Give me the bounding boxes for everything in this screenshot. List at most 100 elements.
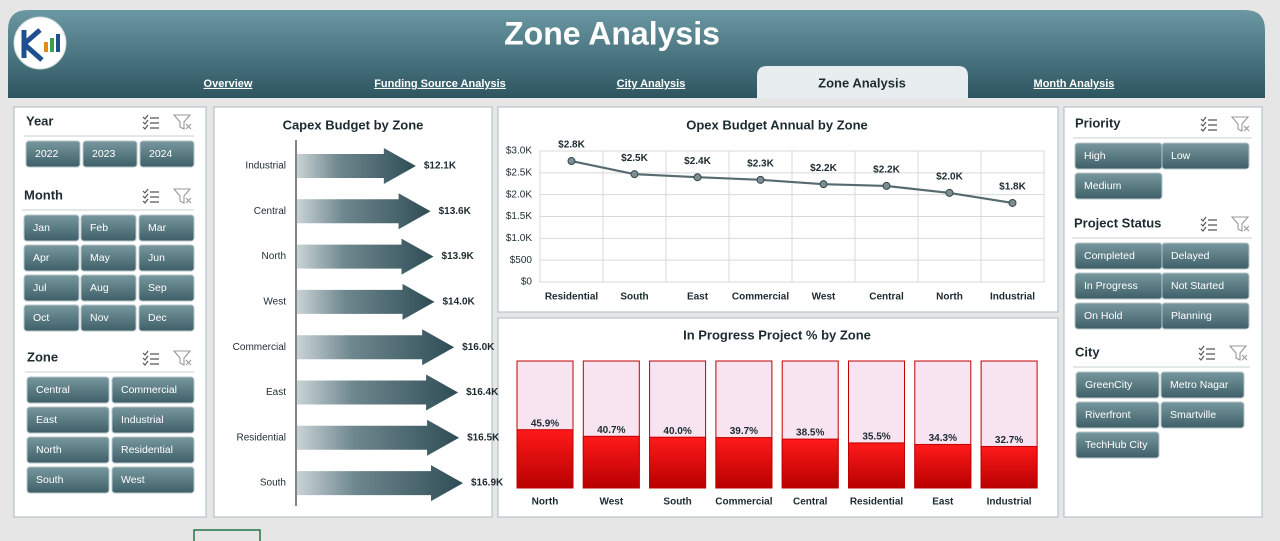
tab-label[interactable]: City Analysis	[617, 78, 686, 90]
slicer-button[interactable]	[1075, 401, 1160, 429]
tab-label[interactable]: Zone Analysis	[818, 75, 906, 90]
slicer-button[interactable]	[111, 406, 195, 434]
slicer-button-label[interactable]: Commercial	[121, 384, 177, 396]
slicer-button[interactable]	[26, 466, 110, 494]
slicer-button[interactable]	[80, 304, 137, 332]
slicer-button[interactable]	[111, 466, 195, 494]
slicer-button[interactable]	[138, 214, 195, 242]
slicer-button[interactable]	[23, 274, 80, 302]
slicer-button[interactable]	[23, 214, 80, 242]
slicer-button-label[interactable]: East	[36, 414, 57, 426]
slicer-button[interactable]	[80, 244, 137, 272]
active-tab[interactable]	[757, 66, 968, 98]
slicer-button[interactable]	[82, 140, 138, 168]
slicer-button[interactable]	[1075, 431, 1160, 459]
clear-filter-icon[interactable]	[172, 188, 192, 204]
multiselect-icon[interactable]	[142, 124, 159, 130]
slicer-button-label[interactable]: Residential	[121, 444, 173, 456]
slicer-button[interactable]	[111, 376, 195, 404]
slicer-button-label[interactable]: Dec	[148, 312, 167, 324]
slicer-button[interactable]	[1161, 302, 1250, 330]
tab-label[interactable]: Overview	[204, 78, 253, 90]
slicer-button-label[interactable]: Feb	[90, 222, 108, 234]
slicer-button-label[interactable]: West	[121, 474, 145, 486]
slicer-button-label[interactable]: 2024	[149, 148, 173, 160]
tab-label[interactable]: Funding Source Analysis	[374, 78, 506, 90]
clear-filter-icon[interactable]	[1230, 216, 1250, 232]
slicer-button-label[interactable]: In Progress	[1084, 280, 1138, 292]
multiselect-icon[interactable]	[1200, 216, 1217, 222]
slicer-button-label[interactable]: Nov	[90, 312, 109, 324]
slicer-button-label[interactable]: Completed	[1084, 250, 1135, 262]
slicer-button[interactable]	[138, 244, 195, 272]
slicer-button-label[interactable]: Sep	[148, 282, 167, 294]
slicer-button[interactable]	[139, 140, 195, 168]
slicer-button-label[interactable]: High	[1084, 150, 1106, 162]
slicer-button[interactable]	[23, 304, 80, 332]
slicer-button-label[interactable]: Smartville	[1170, 409, 1216, 421]
slicer-button-label[interactable]: Delayed	[1171, 250, 1210, 262]
slicer-button-label[interactable]: Medium	[1084, 180, 1122, 192]
slicer-button-label[interactable]: Riverfront	[1085, 409, 1131, 421]
slicer-button[interactable]	[138, 274, 195, 302]
clear-filter-icon[interactable]	[172, 114, 192, 130]
slicer-button-label[interactable]: Not Started	[1171, 280, 1224, 292]
slicer-button-label[interactable]: South	[36, 474, 64, 486]
slicer-button-label[interactable]: Oct	[33, 312, 49, 324]
slicer-button-label[interactable]: Jun	[148, 252, 165, 264]
multiselect-icon[interactable]	[142, 355, 159, 361]
slicer-button[interactable]	[80, 274, 137, 302]
slicer-button-label[interactable]: Jan	[33, 222, 50, 234]
slicer-button[interactable]	[26, 376, 110, 404]
slicer-button[interactable]	[25, 140, 81, 168]
slicer-button[interactable]	[26, 436, 110, 464]
slicer-button[interactable]	[26, 406, 110, 434]
clear-filter-icon[interactable]	[1230, 116, 1250, 132]
slicer-button-label[interactable]: Industrial	[121, 414, 164, 426]
multiselect-icon[interactable]	[142, 114, 159, 120]
slicer-button[interactable]	[1161, 242, 1250, 270]
multiselect-icon[interactable]	[1200, 226, 1217, 232]
multiselect-icon[interactable]	[1200, 116, 1217, 122]
slicer-button-label[interactable]: Jul	[33, 282, 46, 294]
multiselect-icon[interactable]	[142, 198, 159, 204]
slicer-button-label[interactable]: On Hold	[1084, 310, 1123, 322]
clear-filter-icon[interactable]	[1228, 345, 1248, 361]
multiselect-icon[interactable]	[142, 188, 159, 194]
multiselect-icon[interactable]	[142, 360, 159, 366]
slicer-button-label[interactable]: Metro Nagar	[1170, 379, 1229, 391]
slicer-button-label[interactable]: North	[36, 444, 62, 456]
multiselect-icon[interactable]	[142, 119, 159, 125]
clear-filter-icon[interactable]	[172, 350, 192, 366]
slicer-button[interactable]	[1160, 371, 1245, 399]
slicer-button-label[interactable]: Central	[36, 384, 70, 396]
multiselect-icon[interactable]	[1198, 350, 1215, 356]
slicer-button[interactable]	[23, 244, 80, 272]
slicer-button-label[interactable]: Apr	[33, 252, 50, 264]
slicer-button[interactable]	[1075, 371, 1160, 399]
slicer-button-label[interactable]: 2023	[92, 148, 116, 160]
tab-label[interactable]: Month Analysis	[1034, 78, 1115, 90]
multiselect-icon[interactable]	[1200, 126, 1217, 132]
slicer-button[interactable]	[80, 214, 137, 242]
slicer-button[interactable]	[111, 436, 195, 464]
slicer-button-label[interactable]: GreenCity	[1085, 379, 1133, 391]
slicer-button-label[interactable]: Low	[1171, 150, 1191, 162]
slicer-button-label[interactable]: May	[90, 252, 111, 264]
slicer-button-label[interactable]: Planning	[1171, 310, 1212, 322]
multiselect-icon[interactable]	[1200, 121, 1217, 127]
slicer-button[interactable]	[138, 304, 195, 332]
slicer-button[interactable]	[1160, 401, 1245, 429]
multiselect-icon[interactable]	[1200, 221, 1217, 227]
multiselect-icon[interactable]	[1198, 345, 1215, 351]
slicer-button[interactable]	[1161, 272, 1250, 300]
multiselect-icon[interactable]	[142, 193, 159, 199]
slicer-button[interactable]	[1161, 142, 1250, 170]
slicer-button-label[interactable]: Mar	[148, 222, 167, 234]
multiselect-icon[interactable]	[142, 350, 159, 356]
slicer-button[interactable]	[1074, 172, 1163, 200]
multiselect-icon[interactable]	[1198, 355, 1215, 361]
slicer-button-label[interactable]: TechHub City	[1085, 439, 1148, 451]
slicer-button-label[interactable]: 2022	[35, 148, 59, 160]
slicer-button-label[interactable]: Aug	[90, 282, 109, 294]
